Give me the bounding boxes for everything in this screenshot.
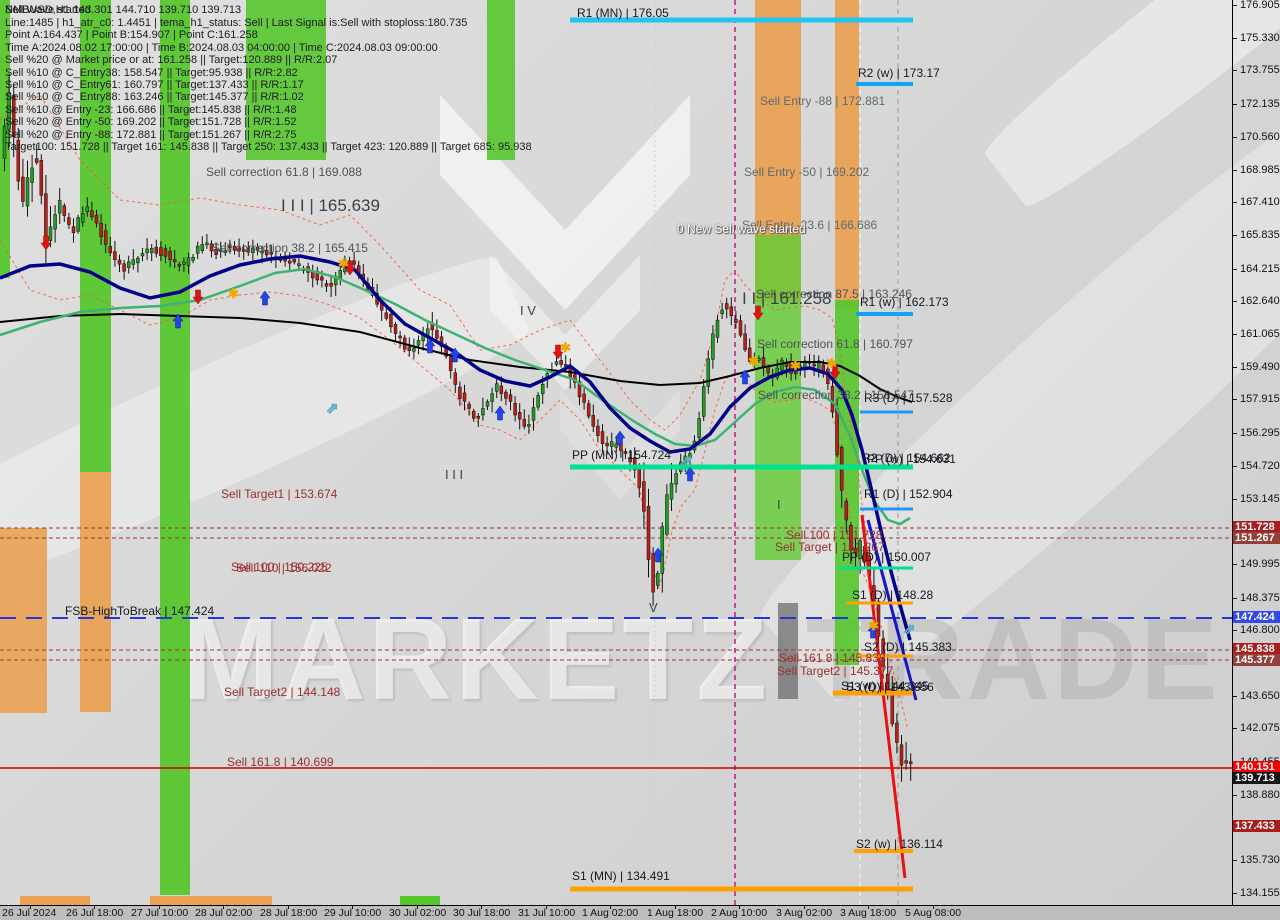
svg-text:✱: ✱ <box>560 340 571 355</box>
watermark-brand-left: MARKETZ <box>182 594 771 724</box>
time-axis-strip <box>0 906 1280 920</box>
price-axis-border <box>1232 0 1233 906</box>
svg-text:⇗: ⇗ <box>680 453 693 470</box>
svg-text:✱: ✱ <box>826 356 837 371</box>
svg-text:✱: ✱ <box>790 358 801 373</box>
svg-text:✱: ✱ <box>338 256 349 271</box>
svg-text:✱: ✱ <box>228 286 239 301</box>
time-axis-border <box>0 905 1280 906</box>
watermark-brand: MARKETZ TRADE <box>182 601 1221 717</box>
svg-text:✱: ✱ <box>748 354 759 369</box>
watermark-brand-divider <box>778 603 799 699</box>
svg-text:⇗: ⇗ <box>903 621 916 638</box>
svg-text:⇗: ⇗ <box>326 400 339 417</box>
svg-text:✱: ✱ <box>868 618 879 633</box>
